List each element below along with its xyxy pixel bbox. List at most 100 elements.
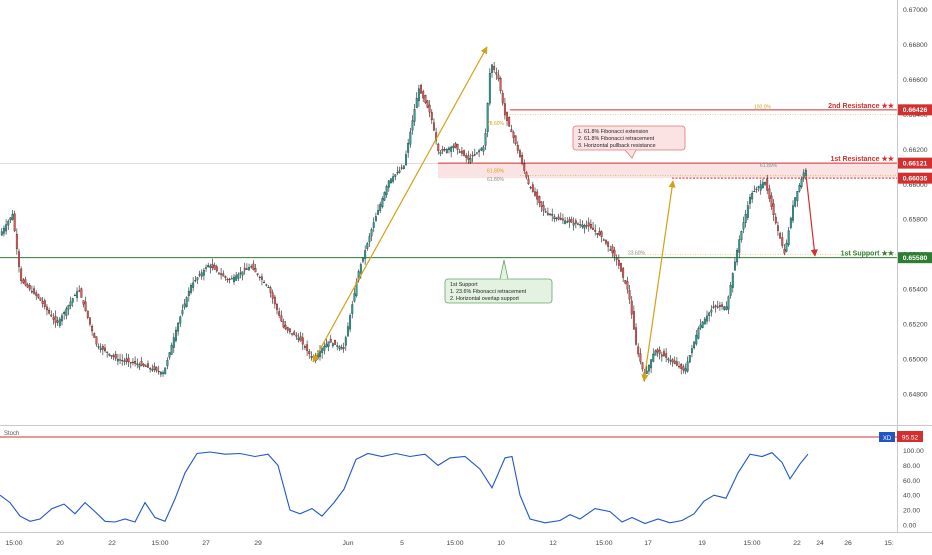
candle-up: [596, 233, 599, 235]
candle-down: [428, 104, 431, 113]
candle-down: [557, 216, 560, 220]
candle-down: [671, 359, 674, 363]
candle-up: [697, 328, 700, 339]
candle-down: [306, 344, 309, 351]
candle-down: [493, 66, 496, 70]
candle-up: [785, 242, 788, 252]
candle-up: [469, 158, 472, 163]
candle-down: [282, 321, 285, 328]
x-tick-label: 27: [202, 540, 210, 547]
candle-down: [463, 150, 466, 156]
candle-up: [691, 348, 693, 354]
candle-up: [349, 315, 352, 330]
candle-down: [110, 355, 113, 357]
candle-down: [147, 363, 149, 368]
x-tick-label: 24: [816, 540, 824, 547]
candle-up: [800, 178, 803, 188]
candle-down: [91, 325, 94, 332]
candle-down: [144, 365, 147, 367]
x-tick-label: 12: [549, 540, 557, 547]
candle-up: [583, 225, 586, 229]
candle-down: [129, 362, 132, 364]
candle-down: [587, 222, 590, 227]
candle-down: [121, 359, 124, 362]
candle-down: [562, 218, 564, 221]
candle-down: [673, 360, 676, 364]
price-label: 0.66035: [903, 175, 928, 182]
candle-up: [338, 346, 341, 349]
candle-down: [342, 346, 345, 349]
candle-down: [250, 266, 253, 268]
candle-down: [437, 143, 440, 152]
candle-down: [52, 317, 55, 320]
candle-down: [284, 324, 287, 330]
candle-up: [738, 239, 741, 253]
candle-up: [645, 370, 648, 374]
candle-down: [430, 112, 433, 121]
candle-down: [426, 100, 429, 108]
stoch-y-axis: 100.00 80.00 60.00 40.00 20.00 0.00: [903, 448, 924, 530]
y-tick-label: 0.64800: [903, 392, 928, 399]
candle-down: [637, 346, 640, 355]
candle-up: [319, 350, 321, 357]
candle-up: [372, 222, 375, 228]
candle-down: [50, 314, 53, 317]
candle-down: [43, 300, 46, 307]
candle-up: [331, 343, 334, 347]
candle-down: [243, 267, 246, 271]
candle-up: [344, 337, 347, 346]
candle-down: [310, 356, 313, 358]
candle-up: [706, 315, 708, 322]
candle-up: [166, 359, 169, 367]
candle-up: [757, 186, 760, 188]
candle-down: [220, 273, 223, 275]
candle-up: [235, 275, 238, 281]
candle-down: [303, 346, 306, 348]
x-tick-label: 15:00: [446, 540, 463, 547]
candle-down: [585, 225, 588, 227]
candle-down: [632, 311, 635, 330]
candle-down: [592, 227, 595, 230]
candle-down: [422, 91, 425, 99]
candle-up: [233, 276, 235, 283]
stoch-pane: Stoch: [0, 431, 897, 525]
candle-up: [734, 261, 736, 271]
candle-down: [680, 363, 683, 369]
candle-up: [475, 152, 478, 154]
candle-down: [508, 117, 511, 127]
resistance-zone-fill: [438, 163, 897, 179]
x-tick-label: 19: [698, 540, 706, 547]
candle-down: [48, 310, 51, 314]
level-names: 2nd Resistance ★★ 1st Resistance ★★ 1st Su…: [828, 102, 895, 258]
candle-down: [15, 233, 18, 250]
candle-down: [280, 315, 283, 322]
price-label-bg: [898, 172, 932, 184]
candle-down: [609, 249, 612, 251]
fib-label: 78.60%: [487, 121, 505, 127]
candle-up: [546, 212, 549, 215]
candle-up: [291, 333, 294, 335]
price-label-bg: [898, 104, 932, 116]
candle-up: [374, 216, 377, 222]
candle-down: [460, 150, 463, 154]
candle-down: [630, 300, 633, 315]
candle-down: [534, 191, 536, 196]
candle-up: [377, 210, 380, 215]
candle-down: [24, 279, 27, 286]
x-tick-label: 22: [793, 540, 801, 547]
price-label: 0.65580: [903, 255, 928, 262]
candle-up: [394, 174, 397, 177]
candle-down: [605, 239, 607, 244]
level-name-1st-support: 1st Support ★★: [841, 250, 895, 258]
candle-down: [293, 331, 296, 336]
candle-up: [684, 368, 687, 372]
candle-up: [200, 272, 203, 277]
candle-up: [5, 224, 8, 232]
candle-up: [174, 329, 177, 341]
candle-up: [744, 214, 747, 223]
candle-down: [432, 122, 435, 131]
candle-down: [301, 337, 304, 345]
candle-up: [183, 303, 186, 308]
candle-up: [138, 364, 141, 368]
